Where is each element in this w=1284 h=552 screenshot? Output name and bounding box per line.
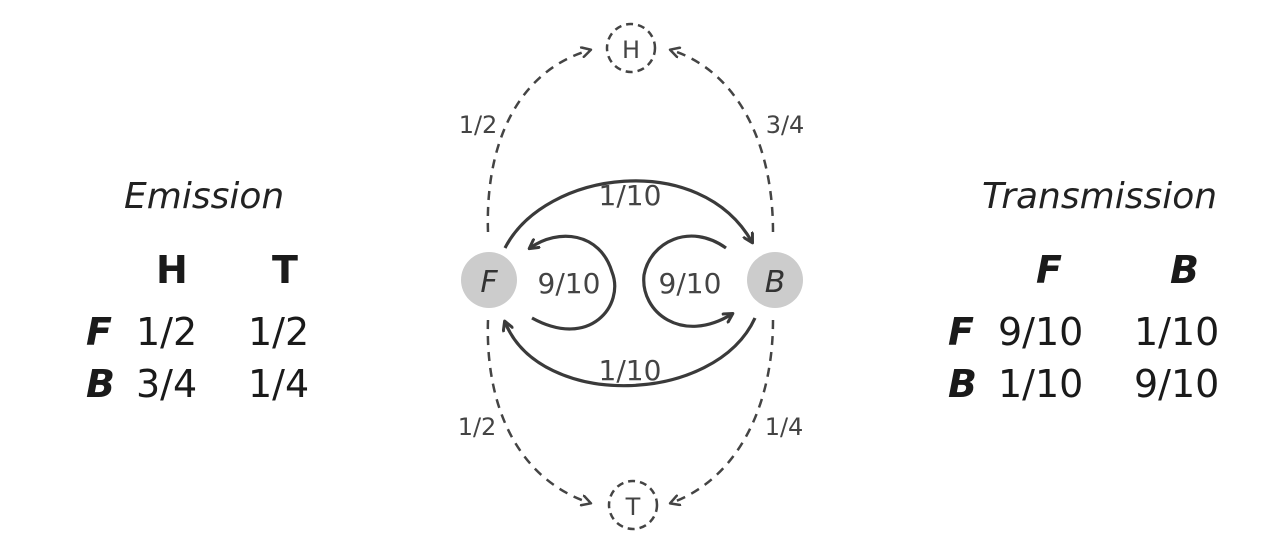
label-b-to-f: 1/10 — [599, 354, 662, 387]
label-f-heads: 1/2 — [459, 111, 498, 139]
outcome-node-tails: T — [607, 479, 659, 531]
transmission-row-label-f: F — [948, 310, 974, 354]
edge-b-to-heads — [671, 50, 775, 233]
transmission-cell-b-b: 9/10 — [1134, 362, 1220, 406]
label-f-tails: 1/2 — [458, 413, 497, 441]
emission-cell-b-h: 3/4 — [136, 362, 198, 406]
emission-title: Emission — [124, 176, 285, 217]
emission-cell-b-t: 1/4 — [248, 362, 310, 406]
emission-cell-f-h: 1/2 — [136, 310, 198, 354]
edge-f-to-b — [503, 179, 752, 249]
emission-row-label-f: F — [86, 310, 112, 354]
emission-row-label-b: B — [86, 362, 115, 406]
emission-col-header-t: T — [272, 248, 298, 292]
transmission-cell-b-f: 1/10 — [998, 362, 1084, 406]
state-label-fair: F — [480, 265, 498, 300]
label-b-self: 9/10 — [659, 267, 722, 300]
state-label-biased: B — [765, 265, 786, 300]
edge-b-to-f — [505, 317, 757, 388]
edge-f-to-heads — [486, 50, 590, 233]
emission-col-header-h: H — [156, 248, 188, 292]
label-f-self: 9/10 — [538, 267, 601, 300]
label-b-heads: 3/4 — [766, 111, 805, 139]
emission-cell-f-t: 1/2 — [248, 310, 310, 354]
edge-f-self-loop — [530, 234, 617, 331]
state-node-fair: F — [461, 252, 517, 308]
state-node-biased: B — [747, 252, 803, 308]
transmission-cell-f-f: 9/10 — [998, 310, 1084, 354]
transmission-title: Transmission — [982, 176, 1218, 217]
label-b-tails: 1/4 — [765, 413, 804, 441]
transmission-cell-f-b: 1/10 — [1134, 310, 1220, 354]
edge-b-to-tails — [671, 319, 775, 503]
hmm-state-diagram: F B H T 1/10 1/10 9/10 9/10 1/2 3/4 1/2 … — [458, 22, 805, 531]
label-f-to-b: 1/10 — [599, 179, 662, 212]
transmission-col-header-f: F — [1036, 248, 1062, 292]
outcome-node-heads: H — [605, 22, 657, 74]
outcome-label-tails: T — [625, 493, 641, 521]
outcome-label-heads: H — [622, 36, 640, 64]
transmission-row-label-b: B — [948, 362, 977, 406]
edge-f-to-tails — [486, 319, 590, 503]
transmission-col-header-b: B — [1170, 248, 1199, 292]
edge-b-self-loop — [642, 234, 732, 328]
